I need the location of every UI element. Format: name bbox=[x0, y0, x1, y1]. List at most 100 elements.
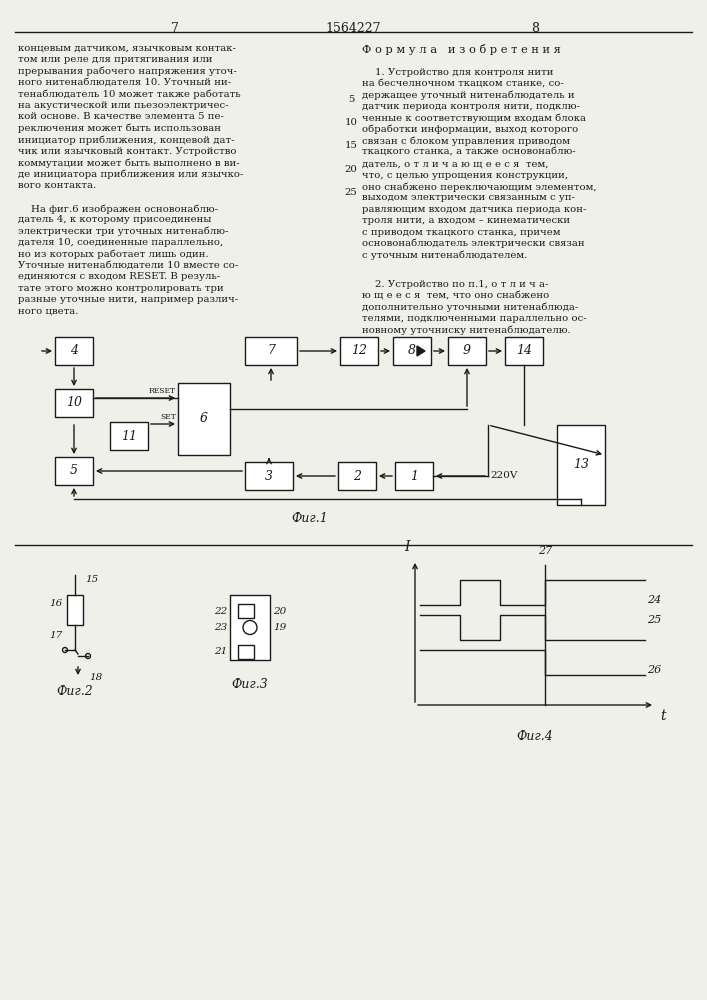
Text: RESET: RESET bbox=[149, 387, 176, 395]
Text: I: I bbox=[404, 540, 410, 554]
Text: ного цвета.: ного цвета. bbox=[18, 307, 78, 316]
Text: Фиг.3: Фиг.3 bbox=[232, 678, 269, 691]
Text: Уточные нитенаблюдатели 10 вместе со-: Уточные нитенаблюдатели 10 вместе со- bbox=[18, 261, 238, 270]
Bar bbox=[245, 462, 293, 490]
Text: Фиг.4: Фиг.4 bbox=[517, 730, 554, 743]
Text: реключения может быть использован: реключения может быть использован bbox=[18, 124, 221, 133]
Bar bbox=[448, 337, 486, 365]
Text: 15: 15 bbox=[85, 576, 98, 584]
Text: 7: 7 bbox=[171, 22, 179, 35]
Text: ткацкого станка, а также основонаблю-: ткацкого станка, а также основонаблю- bbox=[362, 148, 575, 157]
Text: 3: 3 bbox=[265, 470, 273, 483]
Text: ного нитенаблюдателя 10. Уточный ни-: ного нитенаблюдателя 10. Уточный ни- bbox=[18, 78, 231, 87]
Bar bbox=[238, 645, 254, 659]
Bar bbox=[245, 337, 297, 365]
Text: новному уточниску нитенаблюдателю.: новному уточниску нитенаблюдателю. bbox=[362, 326, 571, 335]
Text: 25: 25 bbox=[647, 615, 661, 625]
Text: 220V: 220V bbox=[490, 472, 518, 481]
Text: основонаблюдатель электрически связан: основонаблюдатель электрически связан bbox=[362, 239, 585, 248]
Text: выходом электрически связанным с уп-: выходом электрически связанным с уп- bbox=[362, 193, 575, 202]
Text: 18: 18 bbox=[89, 674, 103, 682]
Text: 23: 23 bbox=[214, 623, 227, 632]
Text: 4: 4 bbox=[70, 344, 78, 358]
Text: датчик периода контроля нити, подклю-: датчик периода контроля нити, подклю- bbox=[362, 102, 580, 111]
Text: вого контакта.: вого контакта. bbox=[18, 181, 96, 190]
Text: Ф о р м у л а   и з о б р е т е н и я: Ф о р м у л а и з о б р е т е н и я bbox=[362, 44, 561, 55]
Text: де инициатора приближения или язычко-: де инициатора приближения или язычко- bbox=[18, 169, 243, 179]
Text: 10: 10 bbox=[66, 396, 82, 410]
Text: 10: 10 bbox=[344, 118, 358, 127]
Text: 1. Устройство для контроля нити: 1. Устройство для контроля нити bbox=[362, 68, 554, 77]
Text: 14: 14 bbox=[516, 344, 532, 358]
Text: ченные к соответствующим входам блока: ченные к соответствующим входам блока bbox=[362, 114, 586, 123]
Text: связан с блоком управления приводом: связан с блоком управления приводом bbox=[362, 136, 570, 146]
Text: 6: 6 bbox=[200, 412, 208, 426]
Text: 25: 25 bbox=[344, 188, 357, 197]
Text: единяются с входом RESET. В резуль-: единяются с входом RESET. В резуль- bbox=[18, 272, 220, 281]
Text: 5: 5 bbox=[70, 464, 78, 478]
Text: что, с целью упрощения конструкции,: что, с целью упрощения конструкции, bbox=[362, 171, 568, 180]
Text: с приводом ткацкого станка, причем: с приводом ткацкого станка, причем bbox=[362, 228, 561, 237]
Text: с уточным нитенаблюдателем.: с уточным нитенаблюдателем. bbox=[362, 250, 527, 260]
Bar bbox=[393, 337, 431, 365]
Text: SET: SET bbox=[160, 413, 176, 421]
Text: 15: 15 bbox=[344, 141, 358, 150]
Text: 5: 5 bbox=[348, 95, 354, 104]
Text: 1564227: 1564227 bbox=[325, 22, 381, 35]
Bar bbox=[230, 595, 270, 660]
Text: кой основе. В качестве элемента 5 пе-: кой основе. В качестве элемента 5 пе- bbox=[18, 112, 224, 121]
Bar bbox=[55, 337, 93, 365]
Text: 24: 24 bbox=[647, 595, 661, 605]
Text: телями, подключенными параллельно ос-: телями, подключенными параллельно ос- bbox=[362, 314, 587, 323]
Text: 11: 11 bbox=[121, 430, 137, 442]
Text: ю щ е е с я  тем, что оно снабжено: ю щ е е с я тем, что оно снабжено bbox=[362, 291, 549, 300]
Text: обработки информации, выход которого: обработки информации, выход которого bbox=[362, 125, 578, 134]
Text: тенаблюдатель 10 может также работать: тенаблюдатель 10 может также работать bbox=[18, 90, 240, 99]
Text: чик или язычковый контакт. Устройство: чик или язычковый контакт. Устройство bbox=[18, 147, 237, 156]
Text: оно снабжено переключающим элементом,: оно снабжено переключающим элементом, bbox=[362, 182, 597, 192]
Text: 21: 21 bbox=[214, 648, 227, 656]
Text: 27: 27 bbox=[538, 546, 552, 556]
Text: разные уточные нити, например различ-: разные уточные нити, например различ- bbox=[18, 295, 238, 304]
Text: дополнительно уточными нитенаблюда-: дополнительно уточными нитенаблюда- bbox=[362, 303, 578, 312]
Text: том или реле для притягивания или: том или реле для притягивания или bbox=[18, 55, 213, 64]
Text: датель 4, к которому присоединены: датель 4, к которому присоединены bbox=[18, 215, 211, 224]
Text: но из которых работает лишь один.: но из которых работает лишь один. bbox=[18, 250, 209, 259]
Text: Фиг.2: Фиг.2 bbox=[57, 685, 93, 698]
Text: 17: 17 bbox=[49, 631, 63, 640]
Bar bbox=[395, 462, 433, 490]
Bar bbox=[55, 389, 93, 417]
Text: 8: 8 bbox=[408, 344, 416, 358]
Polygon shape bbox=[417, 346, 425, 356]
Text: концевым датчиком, язычковым контак-: концевым датчиком, язычковым контак- bbox=[18, 44, 236, 53]
Text: электрически три уточных нитенаблю-: электрически три уточных нитенаблю- bbox=[18, 227, 228, 236]
Text: коммутации может быть выполнено в ви-: коммутации может быть выполнено в ви- bbox=[18, 158, 240, 167]
Bar bbox=[178, 383, 230, 455]
Text: на бесчелночном ткацком станке, со-: на бесчелночном ткацком станке, со- bbox=[362, 79, 563, 88]
Bar bbox=[338, 462, 376, 490]
Text: 1: 1 bbox=[410, 470, 418, 483]
Bar bbox=[340, 337, 378, 365]
Text: прерывания рабочего напряжения уточ-: прерывания рабочего напряжения уточ- bbox=[18, 67, 237, 76]
Text: 2. Устройство по п.1, о т л и ч а-: 2. Устройство по п.1, о т л и ч а- bbox=[362, 280, 549, 289]
Text: 16: 16 bbox=[49, 598, 63, 607]
Bar bbox=[110, 422, 148, 450]
Bar bbox=[238, 604, 254, 618]
Bar bbox=[55, 457, 93, 485]
Text: 13: 13 bbox=[573, 458, 589, 472]
Text: держащее уточный нитенаблюдатель и: держащее уточный нитенаблюдатель и bbox=[362, 91, 575, 100]
Text: дателя 10, соединенные параллельно,: дателя 10, соединенные параллельно, bbox=[18, 238, 223, 247]
Text: 20: 20 bbox=[344, 165, 357, 174]
Text: Фиг.1: Фиг.1 bbox=[291, 512, 328, 525]
Text: 26: 26 bbox=[647, 665, 661, 675]
Text: t: t bbox=[660, 709, 665, 723]
Text: 8: 8 bbox=[531, 22, 539, 35]
Text: 19: 19 bbox=[273, 623, 286, 632]
Text: равляющим входом датчика периода кон-: равляющим входом датчика периода кон- bbox=[362, 205, 586, 214]
Bar bbox=[557, 425, 605, 505]
Text: тате этого можно контролировать три: тате этого можно контролировать три bbox=[18, 284, 223, 293]
Bar bbox=[505, 337, 543, 365]
Text: 7: 7 bbox=[267, 344, 275, 358]
Text: троля нити, а входом – кинематически: троля нити, а входом – кинематически bbox=[362, 216, 570, 225]
Text: 20: 20 bbox=[273, 606, 286, 615]
